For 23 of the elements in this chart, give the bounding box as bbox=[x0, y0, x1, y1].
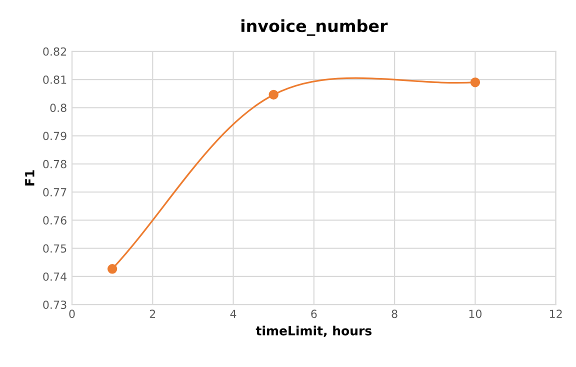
point bbox=[107, 264, 118, 274]
y-tick-label: 0.76 bbox=[43, 216, 66, 225]
x-tick-label: 4 bbox=[230, 310, 236, 318]
x-tick-label: 10 bbox=[469, 310, 482, 318]
y-tick-label: 0.81 bbox=[43, 75, 66, 84]
y-tick-label: 0.8 bbox=[50, 104, 66, 112]
x-tick-label: 2 bbox=[150, 310, 156, 318]
y-tick-label: 0.74 bbox=[43, 272, 67, 281]
x-tick-label: 8 bbox=[392, 310, 398, 318]
x-tick-label: 0 bbox=[69, 310, 75, 318]
chart-title: invoice_number bbox=[241, 19, 388, 36]
y-tick-label: 0.78 bbox=[43, 160, 66, 168]
point bbox=[470, 77, 480, 88]
x-tick-label: 6 bbox=[311, 310, 317, 318]
y-tick-label: 0.77 bbox=[43, 188, 66, 196]
y-tick-label: 0.82 bbox=[43, 47, 66, 56]
point bbox=[268, 90, 278, 100]
y-axis-title: F1 bbox=[25, 170, 34, 186]
y-tick-label: 0.79 bbox=[43, 132, 66, 140]
y-tick-label: 0.75 bbox=[43, 244, 66, 253]
y-tick-label: 0.73 bbox=[43, 300, 66, 309]
x-tick-label: 12 bbox=[550, 310, 562, 318]
x-axis-title: timeLimit, hours bbox=[256, 326, 372, 338]
